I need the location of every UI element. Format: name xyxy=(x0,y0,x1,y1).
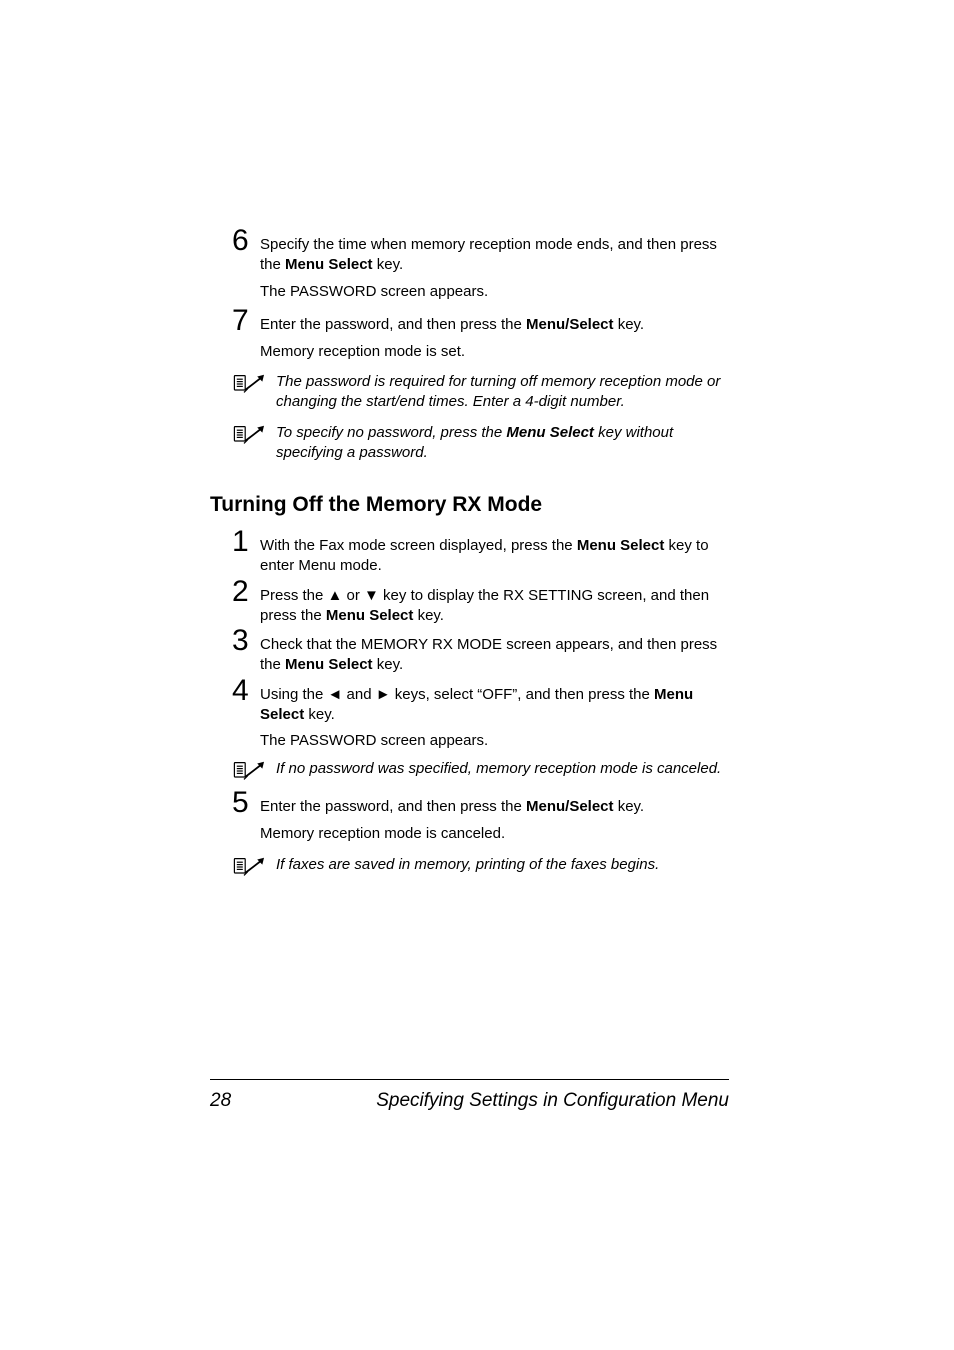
step-number: 4 xyxy=(232,676,260,706)
note-text: The password is required for turning off… xyxy=(276,372,729,413)
step-text: Specify the time when memory reception m… xyxy=(260,230,729,276)
menu-select-label: Menu/Select xyxy=(526,798,614,815)
step-text: Enter the password, and then press the M… xyxy=(260,310,644,335)
step-number: 3 xyxy=(232,626,260,656)
note-faxes-print: If faxes are saved in memory, printing o… xyxy=(232,855,729,884)
step-number: 6 xyxy=(232,226,260,256)
text-pre: With the Fax mode screen displayed, pres… xyxy=(260,537,577,554)
section-steps-block: 1 With the Fax mode screen displayed, pr… xyxy=(210,531,729,884)
menu-select-label: Menu Select xyxy=(506,424,594,441)
page-number: 28 xyxy=(210,1090,231,1112)
footer-title: Specifying Settings in Configuration Men… xyxy=(376,1090,729,1112)
step-1: 1 With the Fax mode screen displayed, pr… xyxy=(232,531,729,577)
note-text: If no password was specified, memory rec… xyxy=(276,759,721,779)
note-icon xyxy=(232,423,276,452)
text-pre: To specify no password, press the xyxy=(276,424,506,441)
note-password-required: The password is required for turning off… xyxy=(232,372,729,413)
step-6: 6 Specify the time when memory reception… xyxy=(232,230,729,276)
text-post: key. xyxy=(614,798,645,815)
step-number: 5 xyxy=(232,788,260,818)
text-post: key. xyxy=(413,607,444,624)
note-icon xyxy=(232,759,276,788)
step-text: Enter the password, and then press the M… xyxy=(260,792,644,817)
note-text: To specify no password, press the Menu S… xyxy=(276,423,729,464)
text-post: key. xyxy=(304,706,335,723)
section-heading: Turning Off the Memory RX Mode xyxy=(210,493,729,517)
menu-select-label: Menu Select xyxy=(326,607,414,624)
step-text: Check that the MEMORY RX MODE screen app… xyxy=(260,630,729,676)
menu-select-label: Menu Select xyxy=(285,656,373,673)
text-pre: Using the ◄ and ► keys, select “OFF”, an… xyxy=(260,686,654,703)
step-number: 2 xyxy=(232,577,260,607)
text-post: key. xyxy=(614,316,645,333)
note-no-password-cancel: If no password was specified, memory rec… xyxy=(232,759,729,788)
password-screen-appears: The PASSWORD screen appears. xyxy=(260,731,729,751)
step-4: 4 Using the ◄ and ► keys, select “OFF”, … xyxy=(232,680,729,726)
manual-page: 6 Specify the time when memory reception… xyxy=(0,0,954,1350)
step-number: 1 xyxy=(232,527,260,557)
note-icon xyxy=(232,372,276,401)
menu-select-label: Menu Select xyxy=(285,256,373,273)
memory-mode-canceled: Memory reception mode is canceled. xyxy=(260,824,729,844)
text-pre: Enter the password, and then press the xyxy=(260,798,526,815)
step-text: With the Fax mode screen displayed, pres… xyxy=(260,531,729,577)
top-steps-block: 6 Specify the time when memory reception… xyxy=(210,230,729,463)
note-icon xyxy=(232,855,276,884)
step-3: 3 Check that the MEMORY RX MODE screen a… xyxy=(232,630,729,676)
step-5: 5 Enter the password, and then press the… xyxy=(232,792,729,818)
note-no-password: To specify no password, press the Menu S… xyxy=(232,423,729,464)
password-screen-appears: The PASSWORD screen appears. xyxy=(260,282,729,302)
memory-mode-set: Memory reception mode is set. xyxy=(260,342,729,362)
page-footer: 28 Specifying Settings in Configuration … xyxy=(210,1079,729,1112)
menu-select-label: Menu/Select xyxy=(526,316,614,333)
text-pre: Enter the password, and then press the xyxy=(260,316,526,333)
step-text: Using the ◄ and ► keys, select “OFF”, an… xyxy=(260,680,729,726)
text-post: key. xyxy=(373,256,404,273)
step-7: 7 Enter the password, and then press the… xyxy=(232,310,729,336)
step-text: Press the ▲ or ▼ key to display the RX S… xyxy=(260,581,729,627)
step-2: 2 Press the ▲ or ▼ key to display the RX… xyxy=(232,581,729,627)
menu-select-label: Menu Select xyxy=(577,537,665,554)
step-number: 7 xyxy=(232,306,260,336)
note-text: If faxes are saved in memory, printing o… xyxy=(276,855,659,875)
text-post: key. xyxy=(373,656,404,673)
